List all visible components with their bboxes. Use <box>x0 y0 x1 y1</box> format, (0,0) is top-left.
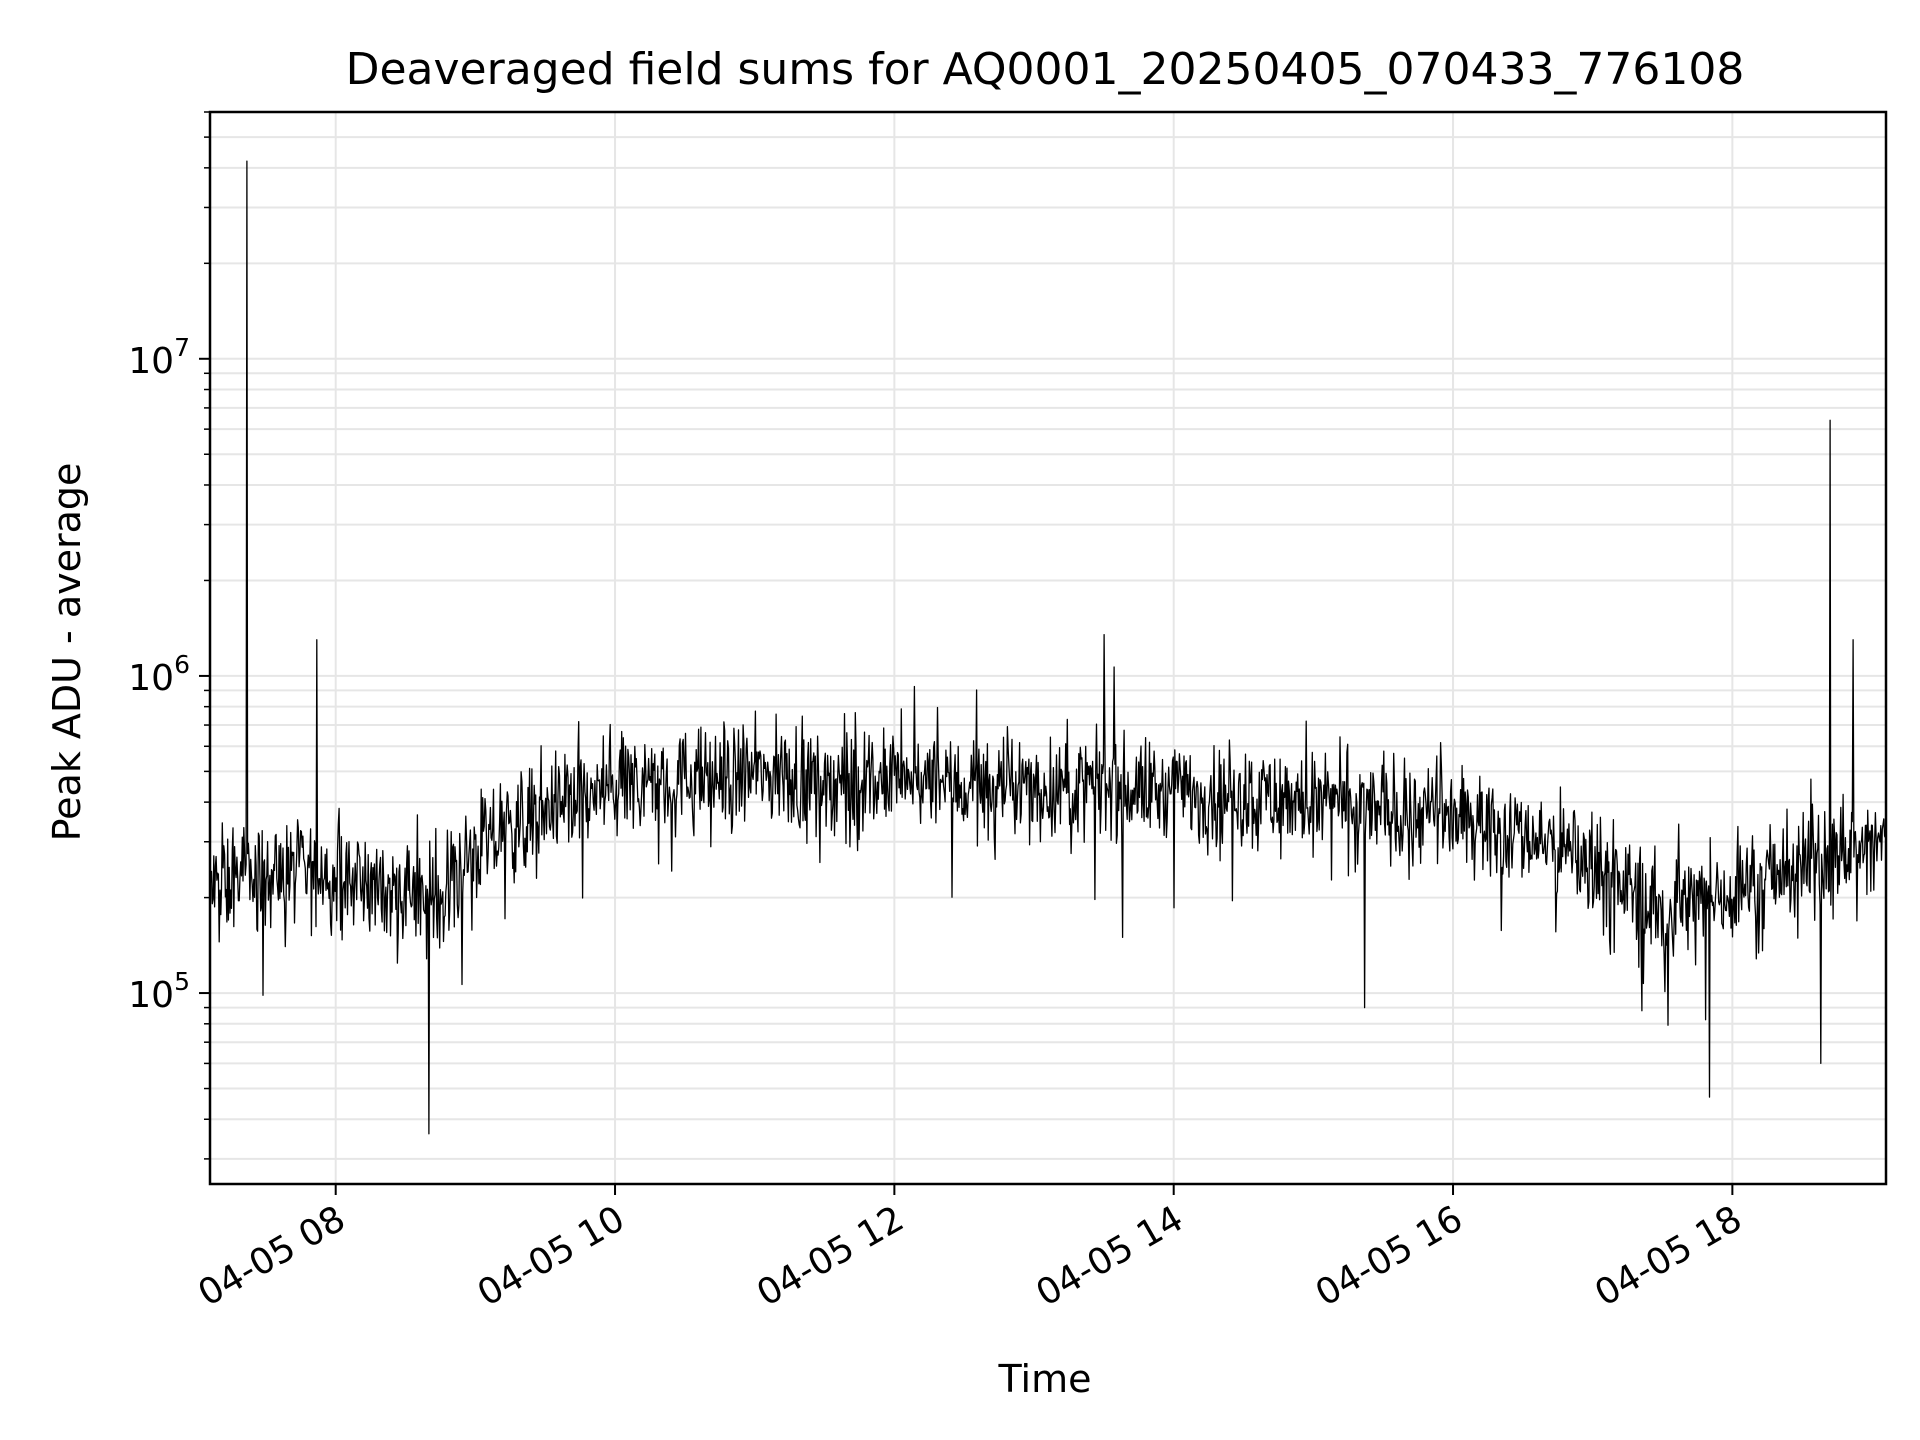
series-line <box>209 160 1886 1135</box>
grid <box>210 111 1886 1184</box>
y-tick-label: 106 <box>128 650 190 699</box>
y-axis-label: Peak ADU - average <box>45 463 89 842</box>
chart-title: Deaveraged field sums for AQ0001_2025040… <box>346 44 1745 95</box>
series-layer <box>209 160 1886 1135</box>
y-tick-label: 107 <box>128 333 190 382</box>
y-tick-label: 105 <box>128 967 190 1016</box>
x-axis-label: Time <box>998 1357 1092 1401</box>
plot-frame <box>208 110 1888 1186</box>
